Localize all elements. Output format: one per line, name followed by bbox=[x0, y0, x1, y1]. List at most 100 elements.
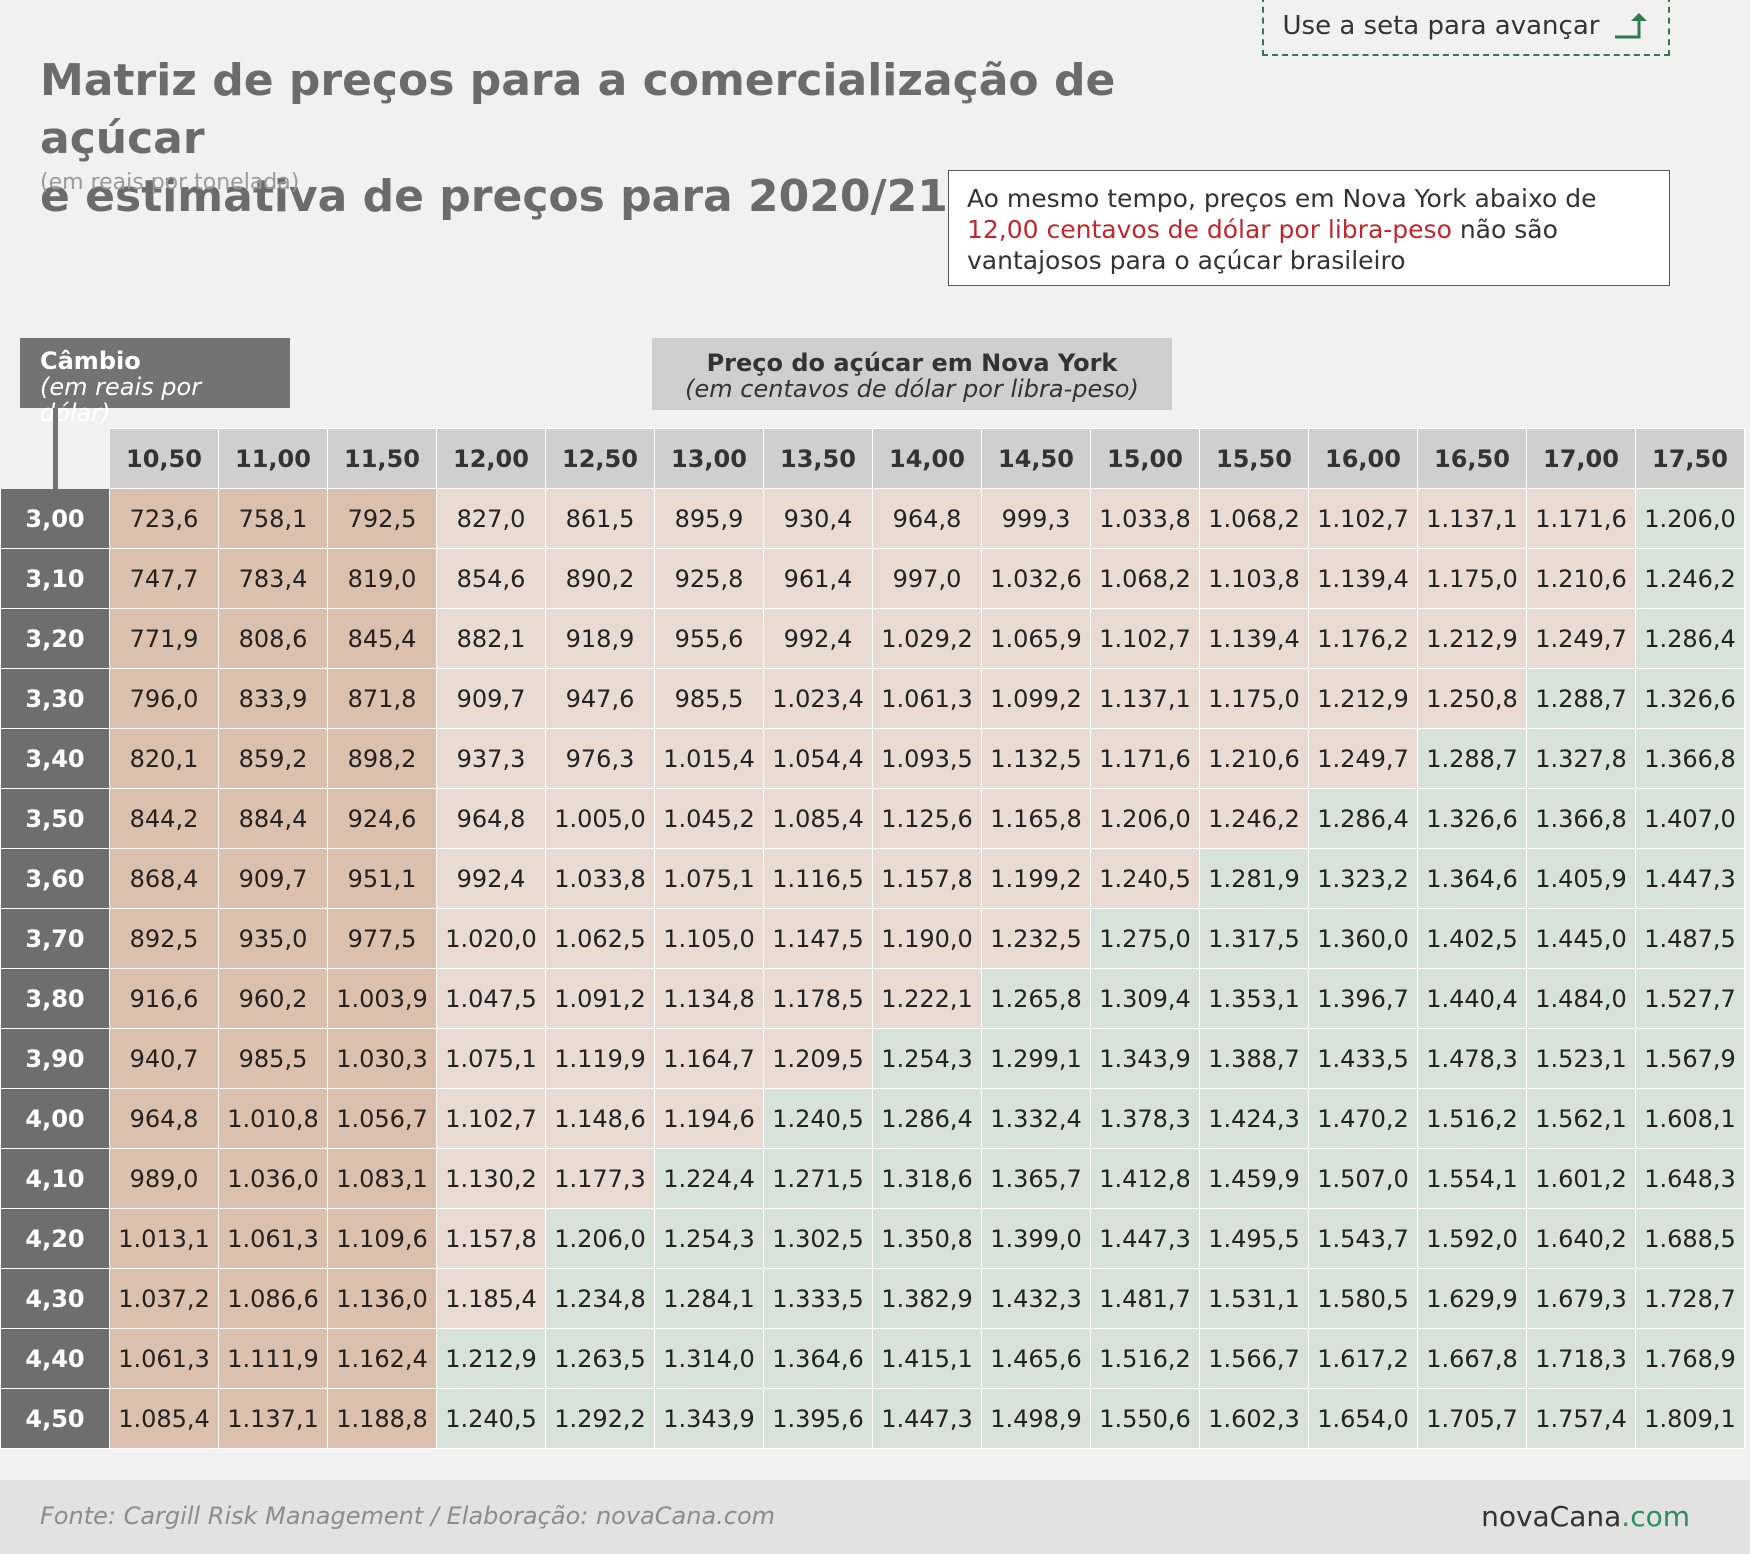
table-cell: 819,0 bbox=[327, 548, 437, 609]
table-cell: 1.137,1 bbox=[1090, 668, 1200, 729]
table-cell: 1.164,7 bbox=[654, 1028, 764, 1089]
footer: Fonte: Cargill Risk Management / Elabora… bbox=[0, 1480, 1750, 1554]
table-cell: 1.366,8 bbox=[1526, 788, 1636, 849]
table-row: 3,20 771,9 808,6 845,4 882,1 918,9 955,6 992,4 1… bbox=[0, 608, 1745, 669]
table-cell: 854,6 bbox=[436, 548, 546, 609]
table-cell: 1.068,2 bbox=[1090, 548, 1200, 609]
table-cell: 1.068,2 bbox=[1199, 488, 1309, 549]
table-cell: 1.286,4 bbox=[1308, 788, 1418, 849]
column-header: 11,00 bbox=[218, 428, 328, 489]
table-cell: 1.580,5 bbox=[1308, 1268, 1418, 1329]
table-cell: 1.148,6 bbox=[545, 1088, 655, 1149]
table-cell: 1.718,3 bbox=[1526, 1328, 1636, 1389]
table-cell: 1.402,5 bbox=[1417, 908, 1527, 969]
table-cell: 1.054,4 bbox=[763, 728, 873, 789]
table-cell: 1.281,9 bbox=[1199, 848, 1309, 909]
table-cell: 1.015,4 bbox=[654, 728, 764, 789]
table-cell: 1.516,2 bbox=[1417, 1088, 1527, 1149]
table-cell: 1.608,1 bbox=[1635, 1088, 1745, 1149]
table-cell: 1.459,9 bbox=[1199, 1148, 1309, 1209]
table-row: 3,90 940,7 985,5 1.030,3 1.075,1 1.119,9 1.164… bbox=[0, 1028, 1745, 1089]
table-cell: 1.125,6 bbox=[872, 788, 982, 849]
table-cell: 723,6 bbox=[109, 488, 219, 549]
col-axis-label: Preço do açúcar em Nova York bbox=[706, 349, 1118, 377]
note-box: Ao mesmo tempo, preços em Nova York abai… bbox=[948, 170, 1670, 286]
table-cell: 808,6 bbox=[218, 608, 328, 669]
table-cell: 1.109,6 bbox=[327, 1208, 437, 1269]
table-cell: 882,1 bbox=[436, 608, 546, 669]
table-row: 3,10 747,7 783,4 819,0 854,6 890,2 925,8 961,4 9… bbox=[0, 548, 1745, 609]
table-cell: 1.224,4 bbox=[654, 1148, 764, 1209]
table-cell: 1.495,5 bbox=[1199, 1208, 1309, 1269]
table-cell: 1.433,5 bbox=[1308, 1028, 1418, 1089]
table-cell: 1.209,5 bbox=[763, 1028, 873, 1089]
table-cell: 1.353,1 bbox=[1199, 968, 1309, 1029]
table-cell: 1.554,1 bbox=[1417, 1148, 1527, 1209]
table-cell: 1.246,2 bbox=[1635, 548, 1745, 609]
table-cell: 1.567,9 bbox=[1635, 1028, 1745, 1089]
table-cell: 1.178,5 bbox=[763, 968, 873, 1029]
column-header: 14,50 bbox=[981, 428, 1091, 489]
table-cell: 890,2 bbox=[545, 548, 655, 609]
table-cell: 1.679,3 bbox=[1526, 1268, 1636, 1329]
table-cell: 947,6 bbox=[545, 668, 655, 729]
table-cell: 1.206,0 bbox=[1635, 488, 1745, 549]
row-header: 4,00 bbox=[0, 1088, 110, 1149]
column-header: 11,50 bbox=[327, 428, 437, 489]
table-cell: 1.415,1 bbox=[872, 1328, 982, 1389]
table-cell: 964,8 bbox=[872, 488, 982, 549]
table-cell: 985,5 bbox=[654, 668, 764, 729]
table-cell: 1.206,0 bbox=[1090, 788, 1200, 849]
column-header: 17,50 bbox=[1635, 428, 1745, 489]
table-cell: 1.188,8 bbox=[327, 1388, 437, 1449]
table-cell: 1.478,3 bbox=[1417, 1028, 1527, 1089]
table-cell: 1.309,4 bbox=[1090, 968, 1200, 1029]
table-cell: 1.103,8 bbox=[1199, 548, 1309, 609]
row-header: 3,30 bbox=[0, 668, 110, 729]
table-cell: 1.360,0 bbox=[1308, 908, 1418, 969]
table-cell: 1.332,4 bbox=[981, 1088, 1091, 1149]
table-cell: 1.085,4 bbox=[109, 1388, 219, 1449]
advance-button[interactable]: Use a seta para avançar bbox=[1262, 0, 1670, 56]
table-cell: 1.065,9 bbox=[981, 608, 1091, 669]
column-header: 13,50 bbox=[763, 428, 873, 489]
table-cell: 1.388,7 bbox=[1199, 1028, 1309, 1089]
table-cell: 1.165,8 bbox=[981, 788, 1091, 849]
table-row: 3,30 796,0 833,9 871,8 909,7 947,6 985,5 1.023,… bbox=[0, 668, 1745, 729]
table-row: 4,50 1.085,4 1.137,1 1.188,8 1.240,5 1.292,2 1… bbox=[0, 1388, 1745, 1449]
table-cell: 898,2 bbox=[327, 728, 437, 789]
table-cell: 1.424,3 bbox=[1199, 1088, 1309, 1149]
row-axis-sublabel: (em reais por dólar) bbox=[40, 373, 202, 427]
table-cell: 1.265,8 bbox=[981, 968, 1091, 1029]
table-row: 4,30 1.037,2 1.086,6 1.136,0 1.185,4 1.234,8 1… bbox=[0, 1268, 1745, 1329]
table-cell: 976,3 bbox=[545, 728, 655, 789]
table-cell: 1.249,7 bbox=[1308, 728, 1418, 789]
table-cell: 985,5 bbox=[218, 1028, 328, 1089]
table-cell: 1.056,7 bbox=[327, 1088, 437, 1149]
table-cell: 1.111,9 bbox=[218, 1328, 328, 1389]
table-cell: 1.654,0 bbox=[1308, 1388, 1418, 1449]
table-cell: 1.045,2 bbox=[654, 788, 764, 849]
table-cell: 1.602,3 bbox=[1199, 1388, 1309, 1449]
table-cell: 1.171,6 bbox=[1526, 488, 1636, 549]
row-axis-label: Câmbio bbox=[40, 347, 141, 375]
table-cell: 1.440,4 bbox=[1417, 968, 1527, 1029]
table-cell: 1.527,7 bbox=[1635, 968, 1745, 1029]
table-cell: 924,6 bbox=[327, 788, 437, 849]
table-cell: 1.147,5 bbox=[763, 908, 873, 969]
table-cell: 1.566,7 bbox=[1199, 1328, 1309, 1389]
table-cell: 1.617,2 bbox=[1308, 1328, 1418, 1389]
table-cell: 1.302,5 bbox=[763, 1208, 873, 1269]
table-cell: 1.531,1 bbox=[1199, 1268, 1309, 1329]
table-cell: 1.629,9 bbox=[1417, 1268, 1527, 1329]
table-cell: 1.086,6 bbox=[218, 1268, 328, 1329]
table-cell: 1.102,7 bbox=[436, 1088, 546, 1149]
column-header: 15,00 bbox=[1090, 428, 1200, 489]
table-cell: 1.083,1 bbox=[327, 1148, 437, 1209]
note-text-2: não são vantajosos para o açúcar brasile… bbox=[967, 215, 1558, 275]
column-header: 12,00 bbox=[436, 428, 546, 489]
table-cell: 1.020,0 bbox=[436, 908, 546, 969]
table-cell: 1.271,5 bbox=[763, 1148, 873, 1209]
table-cell: 1.075,1 bbox=[436, 1028, 546, 1089]
table-cell: 1.254,3 bbox=[872, 1028, 982, 1089]
